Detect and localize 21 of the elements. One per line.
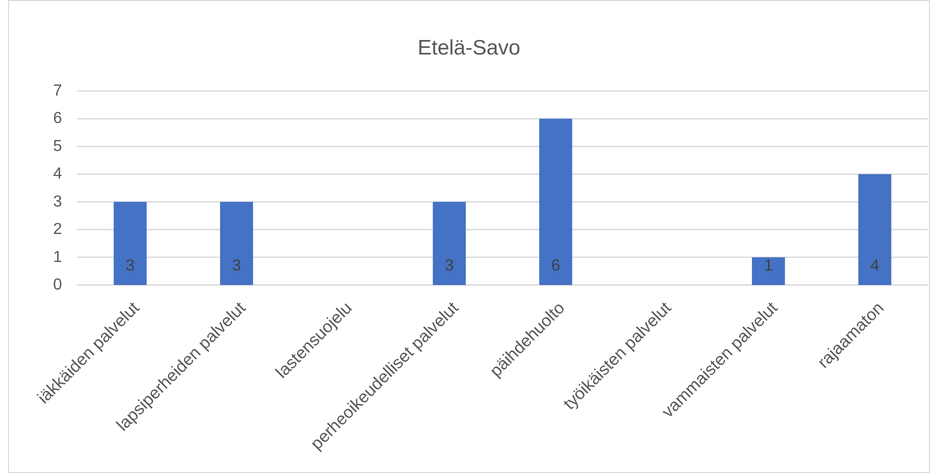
y-tick-label: 7 <box>53 82 62 100</box>
data-label: 3 <box>126 258 135 274</box>
y-tick-label: 6 <box>53 110 62 128</box>
bar <box>858 174 892 285</box>
bar <box>220 202 254 285</box>
data-label: 4 <box>870 258 880 274</box>
data-label: 1 <box>764 258 773 274</box>
bar <box>432 202 466 285</box>
data-label: 3 <box>232 258 242 274</box>
y-tick-label: 5 <box>53 138 62 155</box>
bar <box>114 202 147 285</box>
y-tick-label: 0 <box>53 276 62 294</box>
data-label: 3 <box>444 258 454 274</box>
data-label: 6 <box>551 258 560 274</box>
bar <box>539 118 572 285</box>
chart-title: Etelä-Savo <box>418 36 520 60</box>
y-tick-label: 4 <box>53 166 62 183</box>
bar <box>752 257 785 285</box>
y-tick-label: 2 <box>53 221 62 238</box>
y-tick-label: 3 <box>53 193 62 210</box>
y-tick-label: 1 <box>53 248 62 266</box>
